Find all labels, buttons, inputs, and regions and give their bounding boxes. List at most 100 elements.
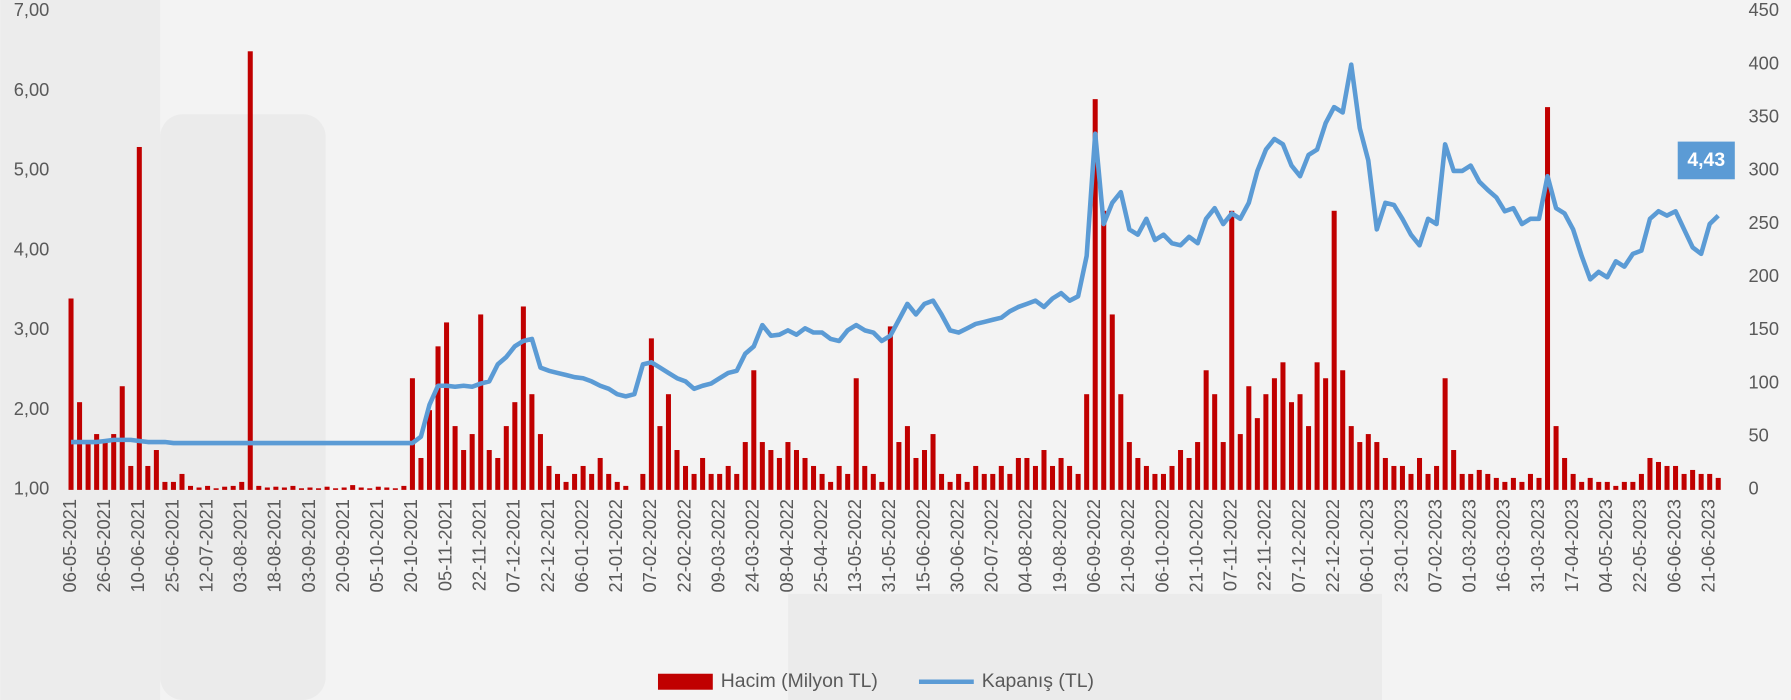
- bar: [1306, 426, 1312, 490]
- bar: [870, 473, 876, 490]
- bar: [990, 473, 996, 490]
- bar: [1399, 465, 1405, 490]
- bar: [537, 434, 543, 490]
- x-tick-label: 01-03-2023: [1459, 499, 1480, 592]
- bar: [1109, 314, 1115, 490]
- bar: [1263, 394, 1269, 490]
- bar: [1690, 469, 1696, 490]
- bar: [1254, 418, 1260, 490]
- bar: [768, 450, 774, 490]
- bar: [947, 481, 953, 490]
- bar: [256, 485, 262, 490]
- bar: [1434, 465, 1440, 490]
- bar: [1664, 465, 1670, 490]
- y-tick-label: 6,00: [14, 79, 50, 100]
- bar: [1314, 362, 1320, 490]
- bar: [828, 481, 834, 490]
- x-tick-label: 13-05-2022: [844, 499, 865, 592]
- y2-tick-label: 450: [1749, 0, 1779, 20]
- bar: [904, 426, 910, 490]
- bar: [1015, 457, 1021, 490]
- bar: [1655, 461, 1661, 490]
- bar: [512, 402, 518, 490]
- bar: [845, 473, 851, 490]
- bar: [145, 465, 151, 490]
- bar: [520, 306, 526, 490]
- bar: [793, 450, 799, 490]
- bar: [111, 434, 117, 490]
- bar: [1297, 394, 1303, 490]
- y2-tick-label: 50: [1749, 425, 1769, 446]
- bar: [580, 465, 586, 490]
- bar: [281, 487, 287, 490]
- y2-tick-label: 350: [1749, 106, 1779, 127]
- bar: [1647, 457, 1653, 490]
- y-tick-label: 1,00: [14, 478, 50, 499]
- bar: [1323, 378, 1329, 490]
- bar: [572, 473, 578, 490]
- bar: [264, 487, 270, 490]
- bar: [316, 488, 322, 490]
- bar: [1476, 469, 1482, 490]
- bar: [409, 378, 415, 490]
- x-tick-label: 20-09-2021: [332, 499, 353, 592]
- bar: [503, 426, 509, 490]
- bar: [913, 457, 919, 490]
- x-tick-label: 16-03-2023: [1493, 499, 1514, 592]
- x-tick-label: 22-12-2021: [537, 499, 558, 592]
- bar: [1050, 465, 1056, 490]
- bar: [717, 473, 723, 490]
- y2-tick-label: 400: [1749, 52, 1779, 73]
- bar: [230, 485, 236, 490]
- x-tick-label: 21-10-2022: [1185, 499, 1206, 592]
- x-tick-label: 07-02-2022: [639, 499, 660, 592]
- bar: [1698, 473, 1704, 490]
- bar: [1451, 450, 1457, 490]
- bar: [392, 488, 398, 490]
- bar: [657, 426, 663, 490]
- legend-label: Hacim (Milyon TL): [721, 670, 878, 692]
- x-tick-label: 20-07-2022: [981, 499, 1002, 592]
- bar: [77, 402, 83, 490]
- bar: [1212, 394, 1218, 490]
- bar: [1527, 473, 1533, 490]
- bar: [367, 488, 373, 490]
- background-shape: [0, 0, 161, 700]
- x-tick-label: 07-12-2022: [1288, 499, 1309, 592]
- bar: [1493, 477, 1499, 490]
- bar: [734, 473, 740, 490]
- bar: [785, 442, 791, 490]
- x-tick-label: 18-08-2021: [264, 499, 285, 592]
- bar: [725, 465, 731, 490]
- bar: [546, 465, 552, 490]
- bar: [1391, 465, 1397, 490]
- bar: [930, 434, 936, 490]
- x-tick-label: 06-06-2023: [1663, 499, 1684, 592]
- bar: [563, 481, 569, 490]
- x-tick-label: 03-09-2021: [298, 499, 319, 592]
- bar: [1382, 457, 1388, 490]
- bar: [1417, 457, 1423, 490]
- bar: [350, 485, 356, 490]
- bar: [1485, 473, 1491, 490]
- bar: [665, 394, 671, 490]
- bar: [1246, 386, 1252, 490]
- y-tick-label: 7,00: [14, 0, 50, 20]
- y-tick-label: 5,00: [14, 159, 50, 180]
- bar: [1092, 99, 1098, 490]
- bar: [1024, 457, 1030, 490]
- bar: [136, 146, 142, 490]
- bar: [819, 473, 825, 490]
- bar: [887, 326, 893, 490]
- bar: [375, 486, 381, 490]
- bar: [776, 457, 782, 490]
- bar: [1519, 481, 1525, 490]
- bar: [128, 465, 134, 490]
- x-tick-label: 07-11-2022: [1220, 499, 1241, 591]
- x-tick-label: 10-06-2021: [127, 499, 148, 592]
- bar: [1553, 426, 1559, 490]
- bar: [700, 457, 706, 490]
- y2-tick-label: 150: [1749, 318, 1779, 339]
- bar: [170, 481, 176, 490]
